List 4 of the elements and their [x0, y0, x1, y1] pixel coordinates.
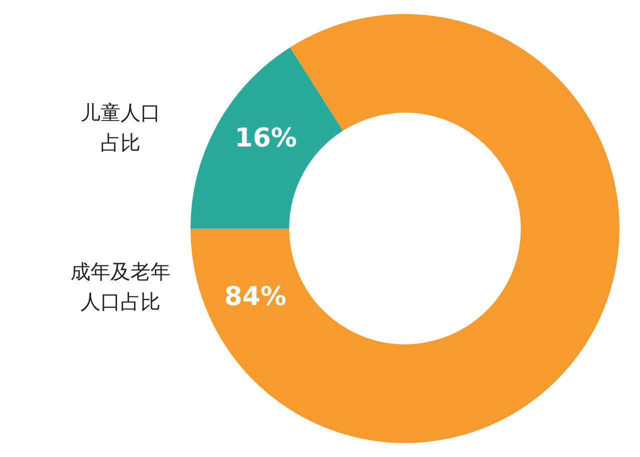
data-label: 16% [234, 123, 297, 154]
data-label: 84% [224, 282, 286, 312]
slice-label: 成年及老年人口占比 [70, 260, 170, 314]
slice-label: 儿童人口占比 [80, 100, 160, 155]
